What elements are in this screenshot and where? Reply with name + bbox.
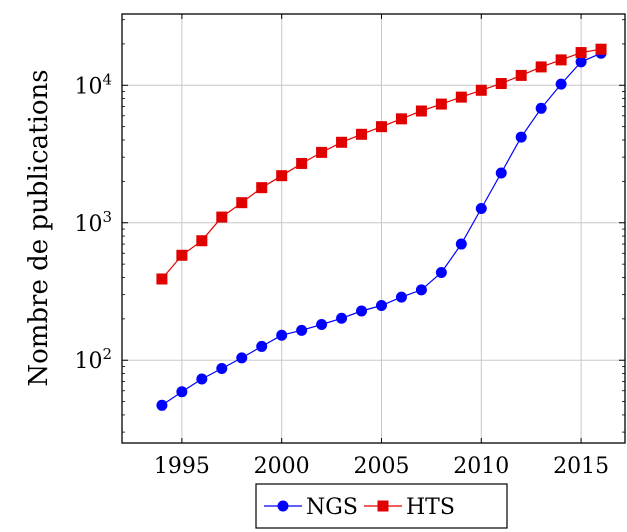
- hts-legend-label: HTS: [406, 495, 455, 520]
- x-tick-label: 2010: [453, 454, 509, 479]
- ngs-point: [196, 373, 208, 385]
- hts-point: [336, 136, 348, 148]
- y-tick-base: 10: [74, 349, 102, 374]
- x-axis-ticks: 1995 2000 2005 2010 2015: [154, 14, 609, 479]
- ngs-point: [515, 131, 527, 143]
- hts-point: [156, 273, 168, 285]
- hts-point: [495, 78, 507, 90]
- hts-point: [595, 43, 607, 55]
- series-layer: [156, 43, 607, 411]
- hts-legend-marker: [377, 500, 389, 512]
- ngs-point: [276, 329, 288, 341]
- ngs-point: [356, 305, 368, 317]
- y-tick-exponent: 4: [102, 70, 112, 88]
- hts-point: [395, 113, 407, 125]
- hts-point: [475, 84, 487, 96]
- y-tick-label: 103: [74, 208, 112, 237]
- hts-point: [515, 69, 527, 81]
- ngs-point: [256, 340, 268, 352]
- hts-point: [256, 182, 268, 194]
- ngs-point: [415, 284, 427, 296]
- ngs-point: [535, 102, 547, 114]
- ngs-point: [236, 352, 248, 364]
- ngs-point: [555, 78, 567, 90]
- y-tick-exponent: 3: [102, 208, 112, 226]
- hts-point: [196, 235, 208, 247]
- ngs-point: [435, 266, 447, 278]
- y-tick-base: 10: [74, 74, 102, 99]
- x-tick-label: 2015: [553, 454, 609, 479]
- ngs-point: [316, 318, 328, 330]
- ngs-point: [575, 56, 587, 68]
- ngs-point: [475, 202, 487, 214]
- y-tick-exponent: 2: [102, 345, 112, 363]
- hts-point: [216, 211, 228, 223]
- ngs-point: [336, 312, 348, 324]
- hts-point: [555, 54, 567, 66]
- ngs-point: [375, 300, 387, 312]
- ngs-point: [455, 238, 467, 250]
- ngs-point: [156, 399, 168, 411]
- hts-point: [296, 157, 308, 169]
- hts-point: [236, 197, 248, 209]
- hts-point: [316, 146, 328, 158]
- y-tick-base: 10: [74, 212, 102, 237]
- hts-point: [415, 105, 427, 117]
- x-tick-label: 1995: [154, 454, 210, 479]
- hts-point: [375, 121, 387, 133]
- ngs-point: [216, 363, 228, 375]
- ngs-legend-marker: [277, 500, 289, 512]
- ngs-point: [495, 167, 507, 179]
- hts-point: [356, 128, 368, 140]
- y-axis-label: Nombre de publications: [24, 69, 54, 386]
- hts-point: [176, 249, 188, 261]
- plot-frame: [121, 13, 626, 444]
- x-tick-label: 2000: [254, 454, 310, 479]
- ngs-point: [296, 324, 308, 336]
- hts-point: [435, 98, 447, 110]
- legend: NGS HTS: [255, 483, 508, 529]
- hts-point: [535, 61, 547, 73]
- y-tick-label: 102: [74, 345, 112, 374]
- ngs-legend-label: NGS: [306, 495, 358, 520]
- hts-point: [455, 91, 467, 103]
- hts-point: [575, 47, 587, 59]
- y-tick-label: 104: [74, 70, 112, 99]
- hts-point: [276, 170, 288, 182]
- ngs-point: [395, 291, 407, 303]
- ngs-point: [176, 386, 188, 398]
- x-tick-label: 2005: [353, 454, 409, 479]
